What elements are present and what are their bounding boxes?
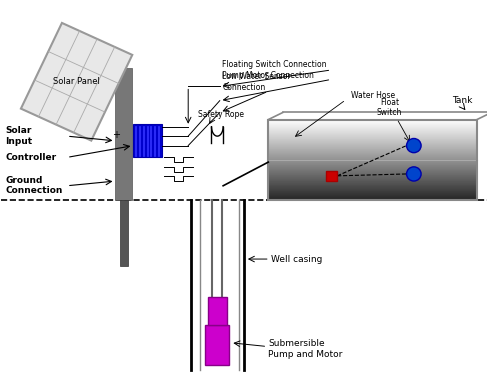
Text: Submersible
Pump and Motor: Submersible Pump and Motor: [268, 339, 343, 359]
Text: Ground
Connection: Ground Connection: [5, 176, 62, 195]
Text: Water Hose: Water Hose: [351, 91, 395, 100]
Text: Pump Motor Connection: Pump Motor Connection: [222, 71, 314, 80]
Bar: [133, 124, 163, 157]
Text: +: +: [112, 130, 120, 139]
Circle shape: [407, 139, 421, 153]
Bar: [326, 171, 337, 181]
Text: Float
Switch: Float Switch: [377, 98, 402, 117]
Text: Well casing: Well casing: [271, 255, 322, 264]
Bar: [116, 67, 132, 200]
Bar: [120, 200, 127, 266]
Bar: [268, 120, 477, 200]
Circle shape: [407, 167, 421, 181]
Text: Solar
Input: Solar Input: [5, 126, 32, 146]
Text: Floating Switch Connection: Floating Switch Connection: [222, 60, 326, 69]
Text: Controller: Controller: [5, 153, 57, 162]
Text: Solar Panel: Solar Panel: [53, 77, 100, 86]
Bar: [205, 325, 229, 365]
Text: Low Water Sensor
Connection: Low Water Sensor Connection: [222, 72, 291, 92]
Text: Tank: Tank: [452, 96, 472, 106]
Bar: [207, 297, 227, 325]
Polygon shape: [21, 23, 132, 141]
Text: Safety Rope: Safety Rope: [198, 110, 244, 119]
